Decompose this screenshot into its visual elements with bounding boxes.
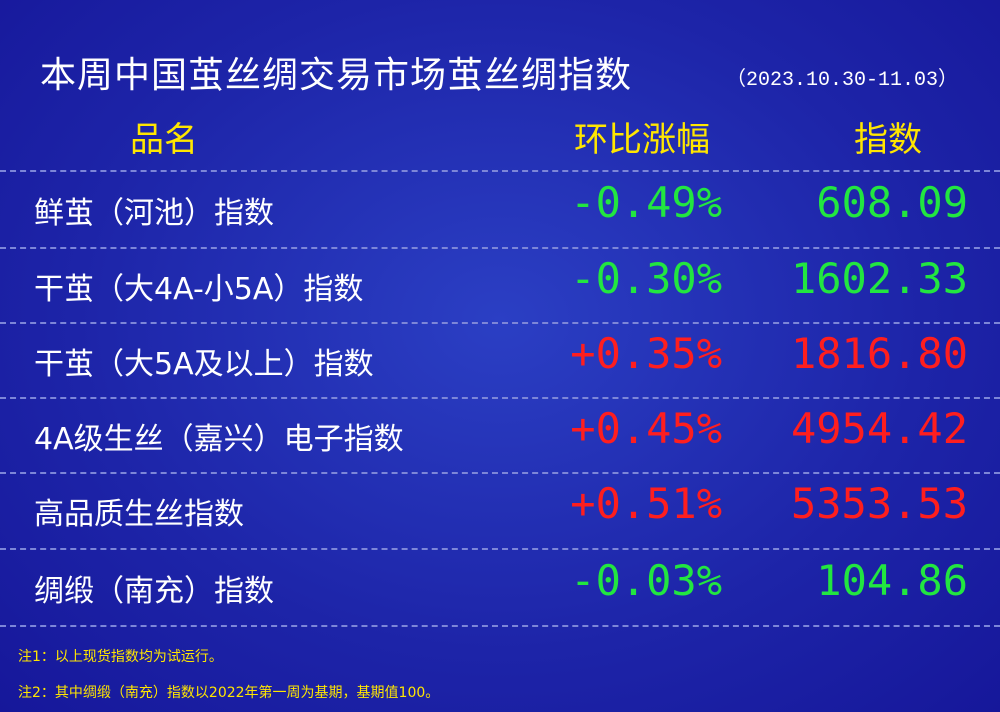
item-name: 4A级生丝（嘉兴）电子指数 (34, 422, 404, 457)
item-name: 干茧（大4A-小5A）指数 (34, 272, 364, 307)
table-row: 鲜茧（河池）指数 -0.49% 608.09 (0, 172, 1000, 247)
column-header: 环比涨幅 (574, 120, 710, 160)
table-row: 干茧（大5A及以上）指数 +0.35% 1816.80 (0, 323, 1000, 398)
row-separator (0, 170, 1000, 172)
index-value: 608.09 (816, 178, 968, 227)
index-value: 1602.33 (790, 254, 968, 303)
note: 注1：以上现货指数均为试运行。 (18, 649, 223, 665)
item-name: 高品质生丝指数 (34, 497, 244, 532)
change: -0.03% (570, 556, 722, 605)
change: +0.35% (570, 329, 722, 378)
column-header: 指数 (854, 120, 922, 160)
index-value: 5353.53 (790, 479, 968, 528)
column-header: 品名 (130, 120, 198, 160)
change: +0.51% (570, 479, 722, 528)
change: -0.30% (570, 254, 722, 303)
row-separator (0, 247, 1000, 249)
table-row: 绸缎（南充）指数 -0.03% 104.86 (0, 550, 1000, 625)
row-separator (0, 548, 1000, 550)
index-value: 1816.80 (790, 329, 968, 378)
table-row: 高品质生丝指数 +0.51% 5353.53 (0, 473, 1000, 548)
item-name: 干茧（大5A及以上）指数 (34, 347, 374, 382)
row-separator (0, 397, 1000, 399)
date-range: （2023.10.30-11.03） (726, 69, 959, 92)
change: -0.49% (570, 178, 722, 227)
note: 注2：其中绸缎（南充）指数以2022年第一周为基期，基期值100。 (18, 685, 440, 701)
index-value: 4954.42 (790, 404, 968, 453)
item-name: 鲜茧（河池）指数 (34, 196, 274, 231)
table-row: 干茧（大4A-小5A）指数 -0.30% 1602.33 (0, 248, 1000, 323)
row-separator (0, 322, 1000, 324)
row-separator (0, 472, 1000, 474)
item-name: 绸缎（南充）指数 (34, 574, 274, 609)
row-separator (0, 625, 1000, 627)
index-value: 104.86 (816, 556, 968, 605)
title: 本周中国茧丝绸交易市场茧丝绸指数 (40, 55, 633, 96)
table-row: 4A级生丝（嘉兴）电子指数 +0.45% 4954.42 (0, 398, 1000, 473)
change: +0.45% (570, 404, 722, 453)
